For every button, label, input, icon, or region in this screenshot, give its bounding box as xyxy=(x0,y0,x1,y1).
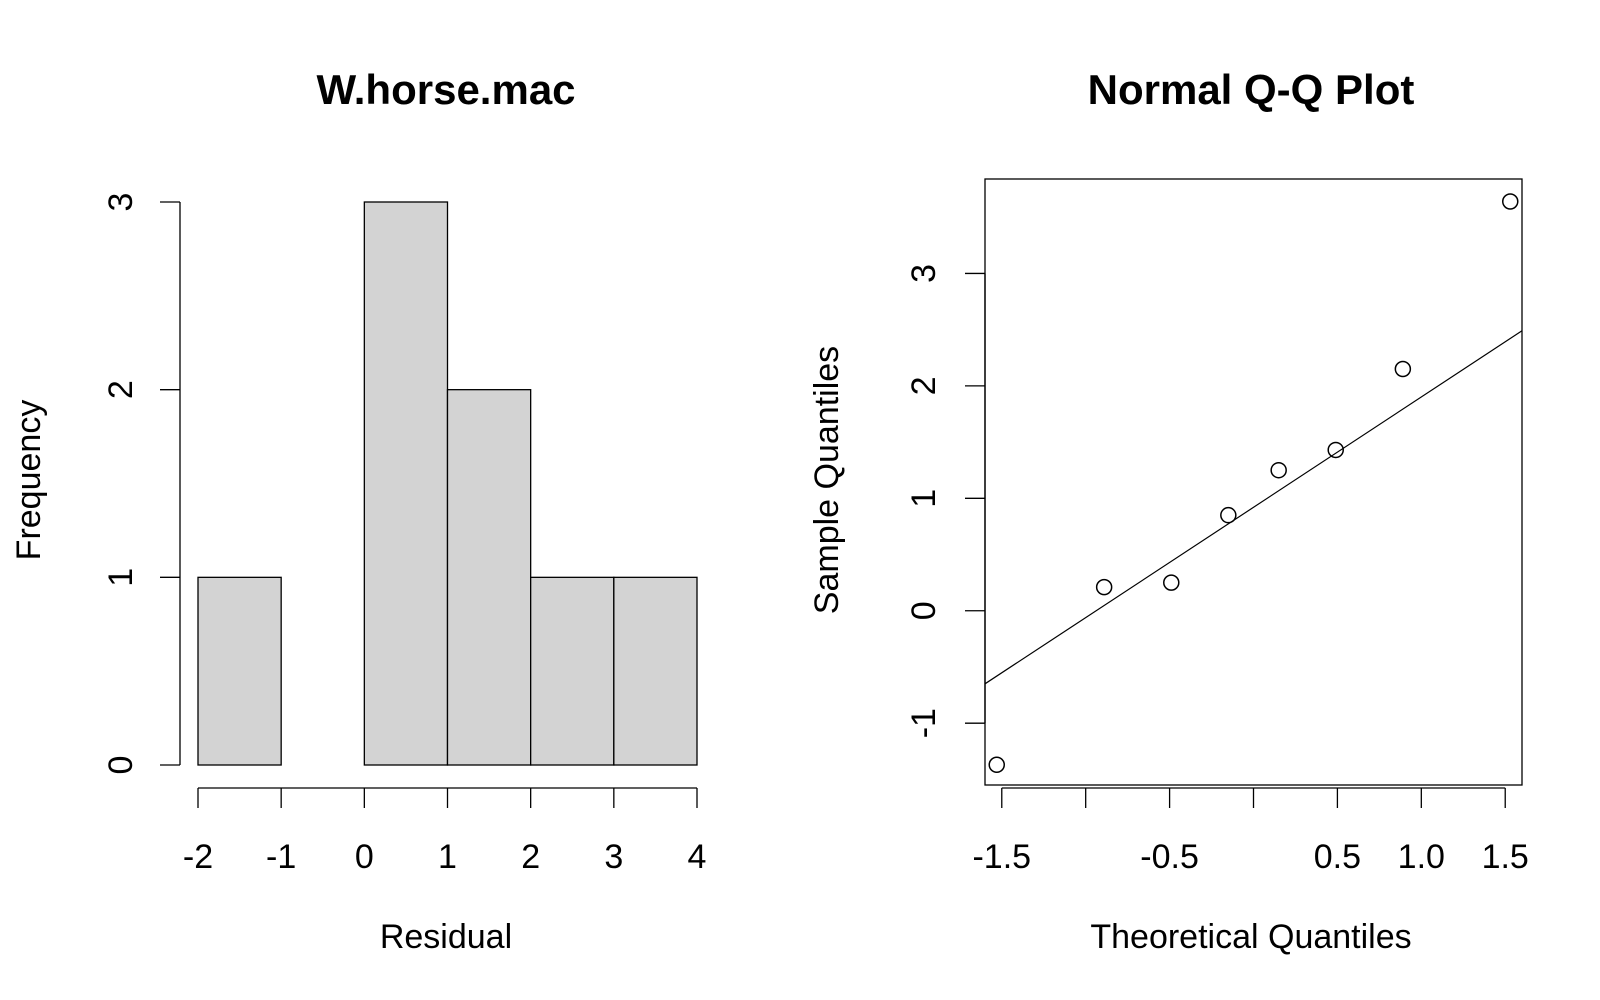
qq-x-tick-label-2: -0.5 xyxy=(1140,838,1199,876)
histogram-bars xyxy=(197,201,698,766)
histogram-x-tick-label-2: 0 xyxy=(355,838,374,876)
histogram-bar-3 xyxy=(446,389,532,766)
histogram-y-axis-label: Frequency xyxy=(10,400,48,561)
qq-plot-panel: Normal Q-Q Plot -1.5 -0.5 0.5 1.0 1.5 -1 0 1 2 3… xyxy=(808,66,1529,956)
qq-point-2 xyxy=(1163,574,1180,591)
qq-y-axis-label: Sample Quantiles xyxy=(808,346,846,614)
qq-x-tick-label-6: 1.5 xyxy=(1482,838,1529,876)
qq-point-7 xyxy=(1502,193,1519,210)
qq-y-tick-label-4: 3 xyxy=(905,264,943,283)
qq-point-1 xyxy=(1095,578,1113,596)
histogram-x-tick-label-6: 4 xyxy=(688,838,707,876)
qq-point-5 xyxy=(1327,441,1344,459)
qq-x-tick-label-4: 0.5 xyxy=(1314,838,1361,876)
qq-y-tick-label-1: 0 xyxy=(905,601,943,620)
histogram-y-tick-label-2: 2 xyxy=(102,380,140,399)
histogram-x-tick-label-5: 3 xyxy=(604,838,623,876)
qq-y-ticks: -1 0 1 2 3 xyxy=(905,264,985,738)
qq-point-6 xyxy=(1394,360,1412,378)
histogram-panel: W.horse.mac -2 -1 0 1 2 3 4 0 1 2 3 Residual Freq… xyxy=(10,66,706,956)
histogram-x-tick-label-3: 1 xyxy=(438,838,457,876)
histogram-x-ticks: -2 -1 0 1 2 3 4 xyxy=(183,788,707,876)
qq-plot-title: Normal Q-Q Plot xyxy=(1088,66,1415,113)
histogram-y-ticks: 0 1 2 3 xyxy=(102,193,180,775)
qq-points xyxy=(988,193,1519,774)
histogram-bar-4 xyxy=(530,576,615,766)
qq-plot-frame xyxy=(984,178,1523,786)
qq-x-axis-label: Theoretical Quantiles xyxy=(1090,918,1411,956)
qq-y-tick-label-3: 2 xyxy=(905,376,943,395)
histogram-x-axis-label: Residual xyxy=(380,918,512,956)
qq-y-tick-label-0: -1 xyxy=(905,708,943,738)
histogram-y-tick-label-3: 3 xyxy=(102,193,140,212)
qq-point-0 xyxy=(988,756,1005,774)
histogram-y-tick-label-0: 0 xyxy=(102,756,140,775)
qq-x-ticks: -1.5 -0.5 0.5 1.0 1.5 xyxy=(972,788,1529,876)
qq-y-tick-label-2: 1 xyxy=(905,489,943,508)
qq-x-tick-label-0: -1.5 xyxy=(972,838,1031,876)
histogram-bar-0 xyxy=(197,576,282,766)
histogram-x-tick-label-4: 2 xyxy=(521,838,540,876)
histogram-title: W.horse.mac xyxy=(316,66,575,113)
histogram-bar-2 xyxy=(363,201,449,766)
qq-point-3 xyxy=(1220,506,1237,524)
histogram-bar-5 xyxy=(613,576,698,766)
histogram-x-tick-label-0: -2 xyxy=(183,838,213,876)
histogram-y-tick-label-1: 1 xyxy=(102,568,140,587)
qq-reference-line xyxy=(984,330,1523,685)
histogram-x-tick-label-1: -1 xyxy=(266,838,296,876)
qq-point-4 xyxy=(1270,461,1287,479)
qq-x-tick-label-5: 1.0 xyxy=(1398,838,1445,876)
